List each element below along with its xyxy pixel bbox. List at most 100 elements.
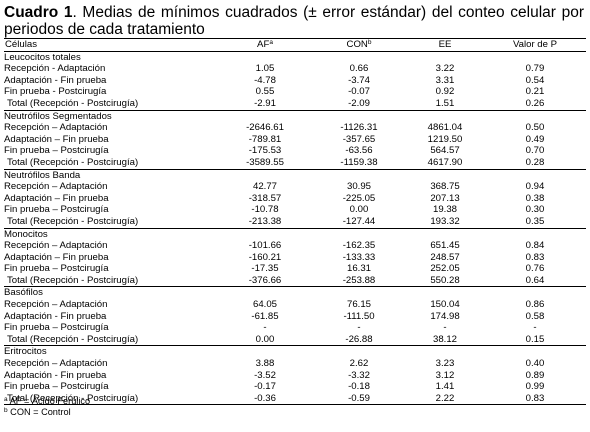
cell-ee: 3.23 [435, 358, 455, 370]
cell-p-value: 0.50 [525, 122, 545, 134]
cell-ee: 252.05 [430, 263, 460, 275]
cell-af: 0.55 [255, 86, 275, 98]
header-row: Células AFa CONb EE Valor de P [4, 38, 586, 52]
cell-p-value: 0.70 [525, 145, 545, 157]
row-label: Total (Recepción - Postcirugía) [7, 97, 139, 109]
cell-con: 0.66 [349, 63, 369, 75]
cell-af: -61.85 [251, 310, 279, 322]
cell-ee: 0.92 [435, 86, 455, 98]
row-label: Adaptación – Fin prueba [4, 133, 109, 145]
cell-con: -253.88 [342, 274, 376, 286]
table-row: Recepción – Adaptación -2646.61 -1126.31 48… [4, 122, 586, 134]
cell-p-value: 0.83 [525, 392, 545, 404]
table-row: Recepción – Adaptación 3.88 2.62 3.23 0.40 [4, 358, 586, 370]
row-label: Adaptación – Fin prueba [4, 192, 109, 204]
cell-af: -3589.55 [246, 156, 284, 168]
cell-con: 2.62 [349, 358, 369, 370]
cell-con: 0.00 [349, 204, 369, 216]
row-label: Recepción – Adaptación [4, 122, 108, 134]
cell-con: -162.35 [342, 240, 376, 252]
group-name: Monocitos [4, 228, 48, 240]
row-label: Recepción – Adaptación [4, 240, 108, 252]
cell-con: -1159.38 [340, 156, 378, 168]
cell-p-value: - [533, 322, 537, 334]
group-name: Leucocitos totales [4, 51, 81, 63]
cell-af: -2.91 [254, 97, 276, 109]
cell-af: 1.05 [255, 63, 275, 75]
cell-con: -225.05 [342, 192, 376, 204]
table-row: Adaptación – Fin prueba -789.81 -357.65 121… [4, 134, 586, 146]
table-row: Fin prueba – Postcirugía -175.53 -63.56 564… [4, 145, 586, 157]
table-row: Fin prueba – Postcirugía -0.17 -0.18 1.41 0.… [4, 381, 586, 393]
cell-p-value: 0.99 [525, 381, 545, 393]
table-row: Adaptación – Fin prueba -160.21 -133.33 248… [4, 252, 586, 264]
cell-ee: 3.22 [435, 63, 455, 75]
table-row: Adaptación - Fin prueba -61.85 -111.50 174.… [4, 311, 586, 323]
cell-af: -2646.61 [246, 122, 284, 134]
group-name: Eritrocitos [4, 346, 47, 358]
header-p-value: Valor de P [512, 39, 558, 50]
cell-ee: 564.57 [430, 145, 460, 157]
row-label: Fin prueba – Postcirugía [4, 322, 109, 334]
table-body: Leucocitos totales Recepción - Adaptación… [4, 51, 586, 405]
header-cells: Células [5, 39, 37, 50]
footnote-af: a AF = Ácido Ferúlico [4, 396, 91, 406]
table-row: Adaptación - Fin prueba -4.78 -3.74 3.31 0.5… [4, 75, 586, 87]
group-header-row: Monocitos [4, 228, 586, 240]
cell-p-value: 0.21 [525, 86, 545, 98]
cell-p-value: 0.64 [525, 274, 545, 286]
cell-p-value: 0.38 [525, 192, 545, 204]
cell-af: -160.21 [248, 251, 282, 263]
cell-ee: 651.45 [430, 240, 460, 252]
header-af: AFa [257, 39, 273, 50]
cell-p-value: 0.30 [525, 204, 545, 216]
cell-con: -0.59 [348, 392, 370, 404]
header-con: CONb [346, 39, 372, 50]
cell-ee: 207.13 [430, 192, 460, 204]
cell-con: 76.15 [346, 299, 371, 311]
cell-con: -127.44 [342, 215, 376, 227]
cell-p-value: 0.26 [525, 97, 545, 109]
total-row: Total (Recepción - Postcirugía) 0.00 -26.8… [4, 334, 586, 346]
header-ee: EE [438, 39, 452, 50]
row-label: Fin prueba – Postcirugía [4, 263, 109, 275]
group-header-row: Eritrocitos [4, 346, 586, 358]
cell-p-value: 0.49 [525, 133, 545, 145]
cell-con: -3.74 [348, 74, 370, 86]
cell-af: -376.66 [248, 274, 282, 286]
total-row: Total (Recepción - Postcirugía) -213.38 -1… [4, 216, 586, 228]
cell-af: -17.35 [251, 263, 279, 275]
cell-p-value: 0.15 [525, 333, 545, 345]
caption-text: . Medias de mínimos cuadrados (± error e… [4, 4, 584, 38]
cell-af: -4.78 [254, 74, 276, 86]
group-header-row: Neutrófilos Banda [4, 169, 586, 181]
cell-con: -133.33 [342, 251, 376, 263]
row-label: Total (Recepción - Postcirugía) [7, 333, 139, 345]
footnote-con: b CON = Control [4, 407, 71, 417]
cell-p-value: 0.54 [525, 74, 545, 86]
table-row: Fin prueba – Postcirugía -10.78 0.00 19.38 0… [4, 204, 586, 216]
cell-p-value: 0.79 [525, 63, 545, 75]
cell-ee: 193.32 [430, 215, 460, 227]
cell-p-value: 0.83 [525, 251, 545, 263]
cell-p-value: 0.89 [525, 369, 545, 381]
cell-ee: 19.38 [432, 204, 457, 216]
row-label: Fin prueba – Postcirugía [4, 145, 109, 157]
cell-con: -357.65 [342, 133, 376, 145]
cell-ee: 174.98 [430, 310, 460, 322]
cell-af: 42.77 [252, 181, 277, 193]
cell-af: -3.52 [254, 369, 276, 381]
cell-ee: 3.12 [435, 369, 455, 381]
cell-ee: - [443, 322, 447, 334]
row-label: Recepción - Adaptación [4, 63, 106, 75]
total-row: Total (Recepción - Postcirugía) -0.36 -0.5… [4, 393, 586, 405]
row-label: Fin prueba – Postcirugía [4, 204, 109, 216]
cell-con: - [357, 322, 361, 334]
cell-af: -10.78 [251, 204, 279, 216]
row-label: Adaptación - Fin prueba [4, 369, 107, 381]
table-row: Recepción – Adaptación 42.77 30.95 368.75 0.… [4, 181, 586, 193]
cell-af: -0.17 [254, 381, 276, 393]
cell-con: -0.18 [348, 381, 370, 393]
row-label: Total (Recepción - Postcirugía) [7, 392, 139, 404]
cell-af: 0.00 [255, 333, 275, 345]
